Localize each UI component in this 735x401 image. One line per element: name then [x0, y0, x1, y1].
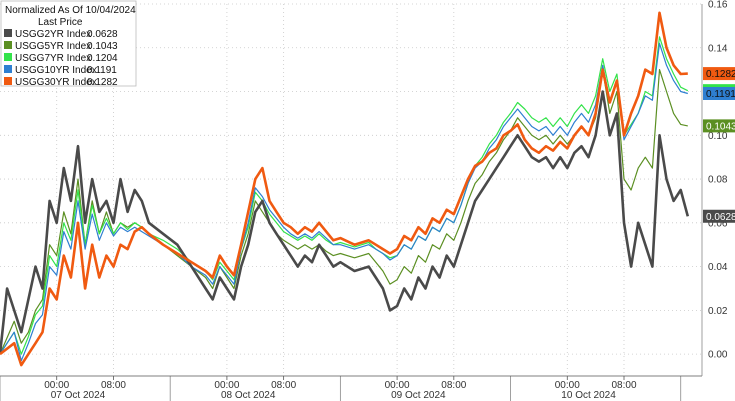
y-tick-label: 0.06 — [708, 218, 728, 229]
series-line-usgg2yr — [0, 90, 690, 355]
series-line-usgg10yr — [0, 42, 688, 362]
series-line-usgg30yr — [0, 11, 688, 367]
legend-swatch — [4, 53, 12, 61]
last-price-tag-text: 0.1282 — [706, 69, 735, 80]
legend-swatch — [4, 41, 12, 49]
y-tick-label: 0.14 — [708, 43, 728, 54]
legend: Normalized As Of 10/04/2024 Last Price U… — [0, 0, 137, 88]
legend-last-value: 0.1282 — [87, 77, 118, 88]
x-tick-label: 00:00 — [44, 380, 69, 391]
series-line-usgg7yr — [0, 36, 689, 355]
legend-last-value: 0.0628 — [87, 29, 118, 40]
legend-series-name: USGG30YR Index — [15, 77, 97, 88]
y-tick-label: 0.04 — [708, 262, 728, 273]
chart-title: Normalized As Of 10/04/2024 — [5, 5, 136, 16]
last-price-tag-text: 0.1191 — [706, 89, 735, 100]
x-tick-label: 08:00 — [441, 380, 466, 391]
legend-last-value: 0.1204 — [87, 53, 118, 64]
y-tick-label: 0.16 — [708, 0, 728, 11]
legend-last-value: 0.1043 — [87, 41, 118, 52]
last-price-tag — [703, 67, 735, 81]
series-layer — [0, 11, 690, 367]
legend-swatch — [4, 77, 12, 85]
legend-series-name: USGG2YR Index — [15, 29, 91, 40]
x-day-label: 09 Oct 2024 — [391, 390, 446, 401]
x-tick-label: 00:00 — [555, 380, 580, 391]
x-day-label: 08 Oct 2024 — [221, 390, 276, 401]
legend-last-value: 0.1191 — [87, 65, 117, 76]
last-price-tag — [703, 119, 735, 133]
y-tick-label: 0.08 — [708, 175, 728, 186]
x-tick-label: 00:00 — [214, 380, 239, 391]
last-price-tag-text: 0.0628 — [706, 212, 735, 223]
legend-swatch — [4, 65, 12, 73]
last-price-tag — [703, 86, 735, 100]
last-price-tag-text: 0.1043 — [706, 121, 735, 132]
x-tick-label: 08:00 — [101, 380, 126, 391]
x-tick-label: 00:00 — [385, 380, 410, 391]
x-day-label: 10 Oct 2024 — [561, 390, 616, 401]
legend-box — [0, 0, 137, 87]
x-tick-label: 08:00 — [611, 380, 636, 391]
legend-series-name: USGG5YR Index — [15, 41, 91, 52]
legend-swatch — [4, 29, 12, 37]
x-day-label: 07 Oct 2024 — [51, 390, 106, 401]
legend-series-name: USGG10YR Index — [15, 65, 97, 76]
y-tick-label: 0.10 — [708, 131, 728, 142]
legend-header: Last Price — [38, 17, 83, 28]
x-tick-label: 08:00 — [271, 380, 296, 391]
y-tick-label: 0.02 — [708, 306, 728, 317]
last-price-tag — [703, 209, 735, 223]
legend-series-name: USGG7YR Index — [15, 53, 91, 64]
y-tick-label: 0.00 — [708, 350, 728, 361]
